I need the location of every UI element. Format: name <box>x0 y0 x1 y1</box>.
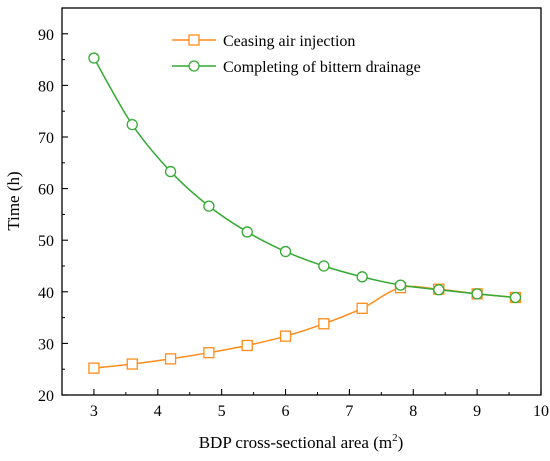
data-point-square <box>88 362 100 374</box>
legend-label-completing: Completing of bittern drainage <box>223 59 421 76</box>
y-tick-label: 70 <box>38 130 54 147</box>
data-point-square <box>126 358 138 370</box>
y-tick-label: 90 <box>38 27 54 44</box>
data-point-circle <box>318 260 330 272</box>
y-tick-label: 40 <box>38 285 54 302</box>
plot-frame <box>61 7 542 396</box>
x-tick-label: 4 <box>154 403 162 420</box>
data-point-circle <box>279 245 292 258</box>
data-point-square <box>279 330 292 342</box>
data-point-circle <box>241 226 253 238</box>
data-point-square <box>203 347 215 359</box>
y-tick-label: 80 <box>38 78 54 95</box>
x-axis-title-close: ) <box>398 433 404 452</box>
x-tick-label: 7 <box>345 403 353 420</box>
data-point-circle <box>88 52 100 64</box>
data-point-circle <box>164 165 177 178</box>
x-tick-label: 5 <box>218 403 226 420</box>
data-point-circle <box>356 271 368 283</box>
x-axis-title-superscript: 2 <box>392 432 398 444</box>
series-line-0 <box>93 285 516 369</box>
legend-marker-ceasing <box>188 34 200 46</box>
data-point-circle <box>126 118 138 131</box>
x-tick-label: 6 <box>282 403 290 420</box>
data-point-circle <box>394 279 407 291</box>
data-point-square <box>356 302 368 314</box>
legend-marker-completing <box>188 60 200 72</box>
x-tick-label: 9 <box>473 403 481 420</box>
data-point-circle <box>471 288 483 300</box>
data-point-circle <box>509 291 522 304</box>
series-line-1 <box>93 57 516 299</box>
data-point-circle <box>203 200 215 212</box>
legend: Ceasing air injection Completing of bitt… <box>172 33 421 76</box>
y-tick-label: 30 <box>38 336 54 353</box>
data-point-square <box>164 353 177 365</box>
y-tick-label: 60 <box>38 182 54 199</box>
x-tick-label: 3 <box>90 403 98 420</box>
y-tick-label: 20 <box>38 388 54 405</box>
x-axis-title: BDP cross-sectional area (m2) <box>199 432 404 452</box>
data-point-square <box>241 339 253 352</box>
y-tick-label: 50 <box>38 233 54 250</box>
x-tick-label: 8 <box>409 403 417 420</box>
x-tick-label: 10 <box>533 403 549 420</box>
data-point-circle <box>433 284 445 296</box>
y-axis-title: Time (h) <box>4 171 23 230</box>
legend-label-ceasing: Ceasing air injection <box>223 33 355 50</box>
data-point-square <box>318 318 330 330</box>
